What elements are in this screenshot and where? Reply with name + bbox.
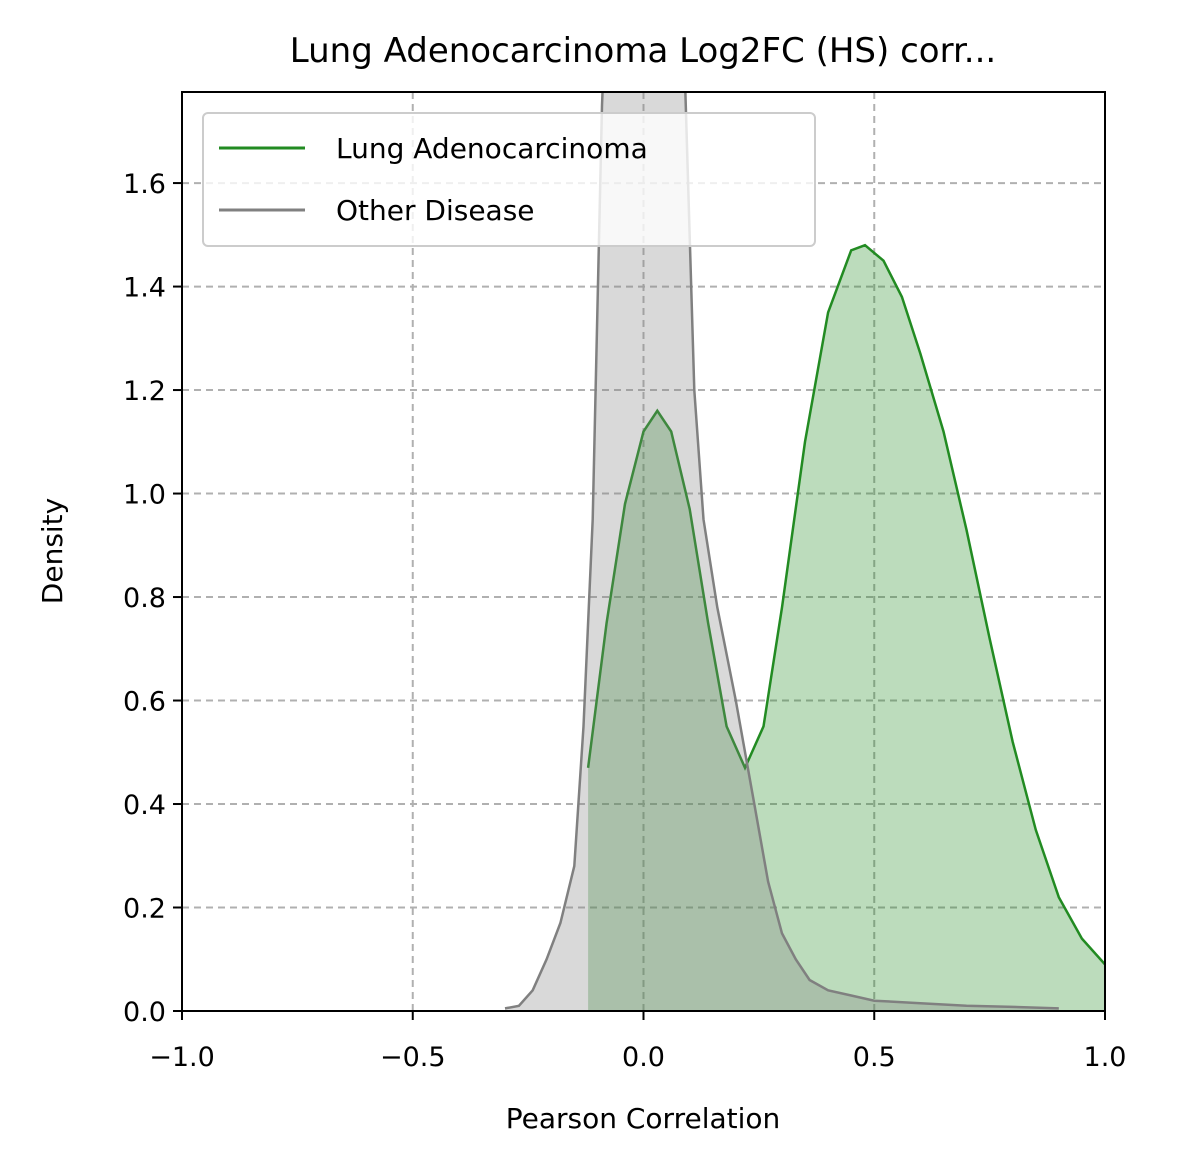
x-tick-label: 0.0 <box>622 1042 665 1073</box>
y-axis-label: Density <box>36 498 69 604</box>
legend-label: Other Disease <box>336 194 535 227</box>
y-tick-label: 1.6 <box>123 169 166 200</box>
x-tick-label: −0.5 <box>380 1042 446 1073</box>
plot-area <box>504 92 1105 1011</box>
x-tick-label: 0.5 <box>853 1042 896 1073</box>
y-tick-label: 1.2 <box>123 376 166 407</box>
x-axis-label: Pearson Correlation <box>506 1102 781 1135</box>
ticks: −1.0 −0.5 0.0 0.5 1.0 0.0 0.2 0.4 0.6 0.8 1.0 1.2 1.… <box>123 169 1126 1073</box>
chart-title: Lung Adenocarcinoma Log2FC (HS) corr... <box>290 31 996 71</box>
density-area <box>505 92 1059 1011</box>
y-tick-label: 1.0 <box>123 480 166 511</box>
y-tick-label: 0.2 <box>123 894 166 925</box>
legend: Lung Adenocarcinoma Other Disease <box>202 112 816 247</box>
y-tick-label: 0.8 <box>123 583 166 614</box>
y-tick-label: 1.4 <box>123 273 166 304</box>
y-tick-label: 0.0 <box>123 997 166 1028</box>
x-tick-label: 1.0 <box>1084 1042 1127 1073</box>
y-tick-label: 0.4 <box>123 790 166 821</box>
legend-label: Lung Adenocarcinoma <box>336 132 648 165</box>
density-line <box>586 243 1105 966</box>
density-area <box>588 245 1105 1011</box>
y-tick-label: 0.6 <box>123 687 166 718</box>
legend-box <box>202 112 816 247</box>
density-line <box>504 92 1059 1010</box>
x-tick-label: −1.0 <box>149 1042 215 1073</box>
